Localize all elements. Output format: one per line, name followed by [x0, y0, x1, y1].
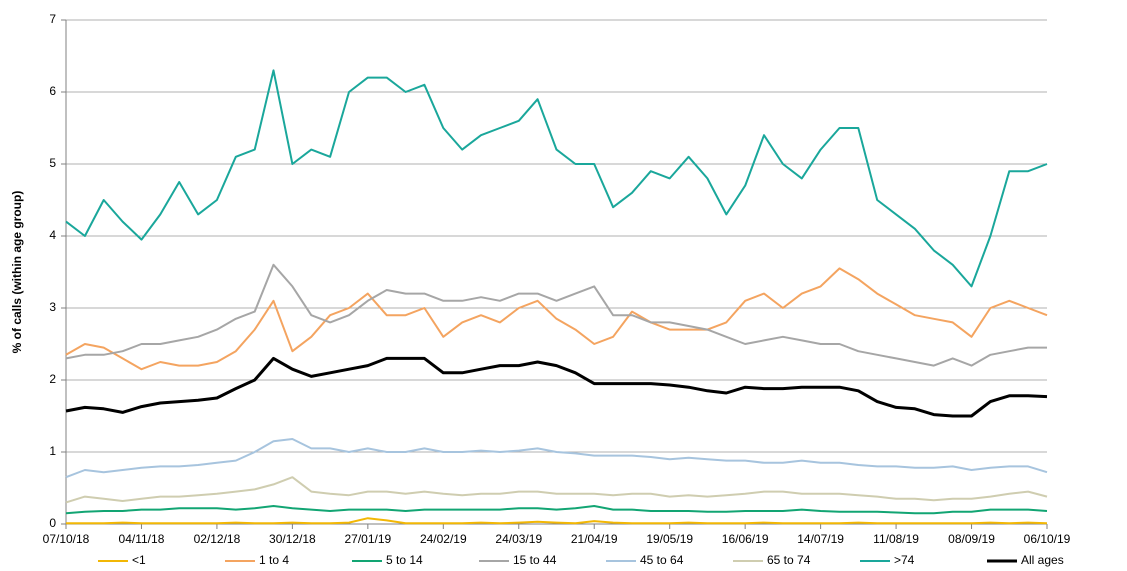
x-tick-label: 16/06/19: [722, 532, 769, 546]
y-tick-label: 7: [49, 12, 56, 26]
series-line: [65, 438, 1048, 479]
series-line: [66, 517, 1048, 525]
y-tick-label: 6: [49, 84, 56, 98]
x-tick-label: 02/12/18: [194, 532, 241, 546]
y-tick-label: 4: [49, 228, 56, 242]
legend-label: 1 to 4: [259, 553, 289, 567]
y-tick-label: 5: [49, 156, 56, 170]
y-tick-label: 2: [49, 372, 56, 386]
series-line: [65, 267, 1048, 371]
x-tick-label: 04/11/18: [119, 532, 165, 546]
y-tick-label: 3: [49, 300, 56, 314]
x-tick-label: 07/10/18: [43, 532, 90, 546]
x-tick-label: 21/04/19: [571, 532, 618, 546]
legend-label: <1: [132, 553, 146, 567]
x-tick-label: 24/03/19: [495, 532, 542, 546]
x-tick-label: 11/08/19: [873, 532, 919, 546]
legend-label: >74: [894, 553, 915, 567]
series-line: [65, 263, 1047, 367]
legend-label: 15 to 44: [513, 553, 557, 567]
legend-label: 45 to 64: [640, 553, 684, 567]
series-line: [65, 356, 1048, 418]
x-tick-label: 19/05/19: [646, 532, 693, 546]
legend-label: All ages: [1021, 553, 1064, 567]
series-line: [65, 476, 1048, 504]
legend-label: 65 to 74: [767, 553, 811, 567]
x-tick-label: 06/10/19: [1024, 532, 1071, 546]
y-axis-label: % of calls (within age group): [10, 191, 24, 354]
x-tick-label: 14/07/19: [797, 532, 844, 546]
x-tick-label: 24/02/19: [420, 532, 467, 546]
legend-label: 5 to 14: [386, 553, 423, 567]
x-tick-label: 30/12/18: [269, 532, 316, 546]
x-tick-label: 27/01/19: [344, 532, 391, 546]
x-tick-label: 08/09/19: [948, 532, 995, 546]
series-line: [65, 505, 1048, 515]
series-line: [65, 69, 1048, 288]
y-tick-label: 1: [49, 444, 56, 458]
y-tick-label: 0: [49, 516, 56, 530]
